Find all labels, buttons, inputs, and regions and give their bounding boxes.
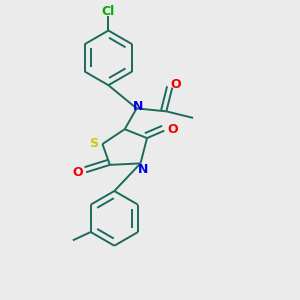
Text: Cl: Cl <box>102 5 115 18</box>
Text: O: O <box>170 78 181 91</box>
Text: O: O <box>73 167 83 179</box>
Text: N: N <box>138 164 148 176</box>
Text: O: O <box>167 123 178 136</box>
Text: S: S <box>90 137 99 150</box>
Text: N: N <box>133 100 144 112</box>
